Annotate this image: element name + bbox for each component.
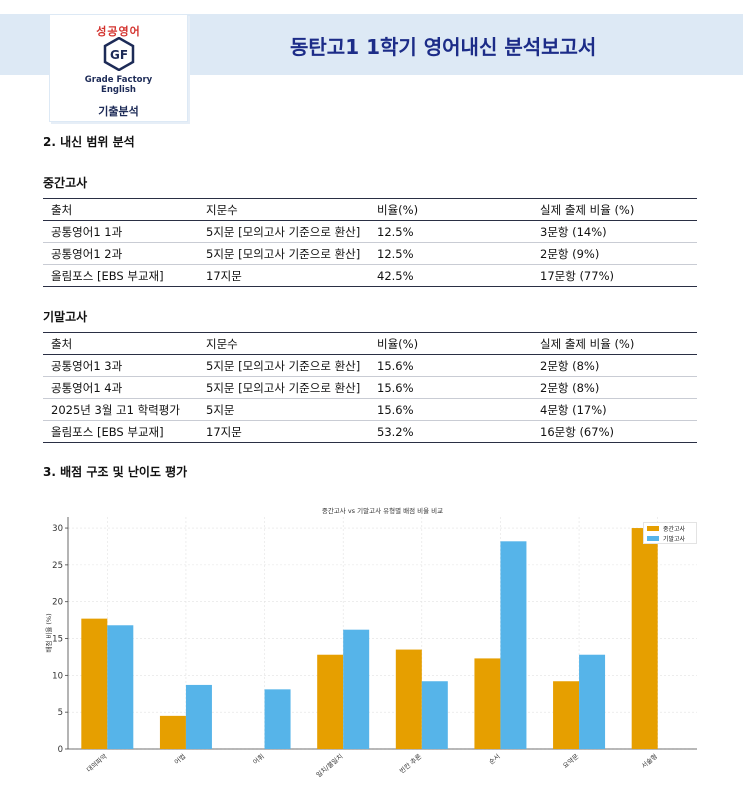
column-header: 비율(%) bbox=[369, 332, 532, 355]
bar bbox=[631, 528, 658, 749]
table-cell: 42.5% bbox=[369, 264, 532, 287]
legend-swatch bbox=[647, 535, 659, 541]
column-header: 출처 bbox=[43, 332, 198, 355]
table-cell: 올림포스 [EBS 부교재] bbox=[43, 420, 198, 443]
section3-heading: 3. 배점 구조 및 난이도 평가 bbox=[43, 465, 188, 479]
svg-text:GF: GF bbox=[110, 48, 128, 62]
table-cell: 공통영어1 3과 bbox=[43, 354, 198, 377]
table-cell: 공통영어1 1과 bbox=[43, 220, 198, 243]
document-title: 동탄고1 1학기 영어내신 분석보고서 bbox=[290, 35, 597, 59]
bar bbox=[553, 681, 580, 749]
x-tick-label: 대의파악 bbox=[84, 752, 108, 774]
bar bbox=[159, 715, 186, 749]
y-tick-label: 5 bbox=[58, 708, 63, 718]
table-cell: 5지문 [모의고사 기준으로 환산] bbox=[198, 354, 369, 377]
y-tick-label: 20 bbox=[52, 598, 63, 608]
table-cell: 2문항 (9%) bbox=[532, 242, 697, 265]
table-cell: 16문항 (67%) bbox=[532, 420, 697, 443]
bar bbox=[343, 629, 370, 749]
table-cell: 5지문 [모의고사 기준으로 환산] bbox=[198, 242, 369, 265]
x-tick-label: 순서 bbox=[487, 752, 502, 767]
logo-hexagon-icon: GF bbox=[103, 37, 135, 71]
legend-swatch bbox=[647, 525, 659, 531]
logo-english-line1: Grade Factory bbox=[84, 75, 153, 85]
table-cell: 올림포스 [EBS 부교재] bbox=[43, 264, 198, 287]
table-row: 올림포스 [EBS 부교재] 17지문 53.2% 16문항 (67%) bbox=[43, 420, 697, 443]
y-tick-label: 25 bbox=[52, 561, 63, 571]
table-cell: 15.6% bbox=[369, 398, 532, 421]
midterm-heading: 중간고사 bbox=[43, 176, 88, 190]
table-row: 공통영어1 2과 5지문 [모의고사 기준으로 환산] 12.5% 2문항 (9… bbox=[43, 242, 697, 265]
x-tick-label: 빈칸 추론 bbox=[397, 752, 423, 776]
table-row: 공통영어1 3과 5지문 [모의고사 기준으로 환산] 15.6% 2문항 (8… bbox=[43, 354, 697, 377]
table-cell: 2문항 (8%) bbox=[532, 376, 697, 399]
column-header: 지문수 bbox=[198, 198, 369, 221]
x-tick-label: 일치/불일치 bbox=[314, 752, 344, 780]
legend-item: 기말고사 bbox=[644, 533, 696, 543]
bar bbox=[81, 618, 108, 749]
table-cell: 2문항 (8%) bbox=[532, 354, 697, 377]
bar bbox=[185, 684, 212, 749]
section2-heading: 2. 내신 범위 분석 bbox=[43, 135, 135, 149]
x-tick-label: 요약문 bbox=[561, 752, 581, 770]
bar bbox=[500, 541, 527, 749]
table-cell: 15.6% bbox=[369, 376, 532, 399]
table-cell: 5지문 bbox=[198, 398, 369, 421]
table-cell: 17지문 bbox=[198, 264, 369, 287]
table-cell: 공통영어1 4과 bbox=[43, 376, 198, 399]
logo-subtitle: 기출분석 bbox=[98, 105, 139, 118]
column-header: 실제 출제 비율 (%) bbox=[532, 198, 697, 221]
bar bbox=[395, 649, 422, 749]
chart-legend: 중간고사 기말고사 bbox=[643, 522, 697, 544]
table-cell: 17지문 bbox=[198, 420, 369, 443]
table-cell: 3문항 (14%) bbox=[532, 220, 697, 243]
y-tick-label: 0 bbox=[58, 745, 63, 755]
table-cell: 4문항 (17%) bbox=[532, 398, 697, 421]
table-cell: 12.5% bbox=[369, 220, 532, 243]
table-row: 공통영어1 1과 5지문 [모의고사 기준으로 환산] 12.5% 3문항 (1… bbox=[43, 220, 697, 243]
table-cell: 5지문 [모의고사 기준으로 환산] bbox=[198, 220, 369, 243]
legend-label: 기말고사 bbox=[663, 535, 686, 543]
table-header-row: 출처 지문수 비율(%) 실제 출제 비율 (%) bbox=[43, 332, 697, 355]
logo-english-line2: English bbox=[101, 85, 136, 95]
y-tick-label: 10 bbox=[52, 671, 63, 681]
y-axis-label: 배점 비율 (%) bbox=[44, 613, 53, 652]
chart-svg: 0 5 10 15 20 25 30 대의파악 어법 어휘 일치/불일치 빈칸 추론 순서 요약문 서술형 중… bbox=[44, 506, 697, 780]
bar bbox=[474, 658, 501, 749]
midterm-table: 출처 지문수 비율(%) 실제 출제 비율 (%) 공통영어1 1과 5지문 [… bbox=[43, 198, 697, 287]
x-tick-label: 어법 bbox=[172, 752, 187, 767]
logo: 성공영어 GF Grade Factory English 기출분석 bbox=[49, 14, 188, 122]
legend-label: 중간고사 bbox=[663, 525, 686, 533]
table-row: 공통영어1 4과 5지문 [모의고사 기준으로 환산] 15.6% 2문항 (8… bbox=[43, 376, 697, 399]
y-tick-label: 30 bbox=[52, 524, 63, 534]
column-header: 지문수 bbox=[198, 332, 369, 355]
column-header: 실제 출제 비율 (%) bbox=[532, 332, 697, 355]
column-header: 비율(%) bbox=[369, 198, 532, 221]
table-row: 올림포스 [EBS 부교재] 17지문 42.5% 17문항 (77%) bbox=[43, 264, 697, 287]
legend-item: 중간고사 bbox=[644, 523, 696, 533]
bar bbox=[107, 625, 134, 749]
table-cell: 53.2% bbox=[369, 420, 532, 443]
table-cell: 12.5% bbox=[369, 242, 532, 265]
table-cell: 공통영어1 2과 bbox=[43, 242, 198, 265]
bar-chart: 0 5 10 15 20 25 30 대의파악 어법 어휘 일치/불일치 빈칸 추론 순서 요약문 서술형 중… bbox=[0, 500, 743, 787]
bar bbox=[579, 654, 606, 749]
x-tick-label: 어휘 bbox=[251, 752, 266, 767]
table-cell: 17문항 (77%) bbox=[532, 264, 697, 287]
y-tick-label: 15 bbox=[52, 635, 63, 645]
chart-title: 중간고사 vs 기말고사 유형별 배점 비율 비교 bbox=[322, 506, 443, 515]
logo-korean-text: 성공영어 bbox=[96, 25, 141, 38]
x-tick-label: 서술형 bbox=[639, 752, 659, 770]
bar bbox=[264, 689, 291, 749]
table-cell: 5지문 [모의고사 기준으로 환산] bbox=[198, 376, 369, 399]
table-row: 2025년 3월 고1 학력평가 5지문 15.6% 4문항 (17%) bbox=[43, 398, 697, 421]
column-header: 출처 bbox=[43, 198, 198, 221]
table-cell: 15.6% bbox=[369, 354, 532, 377]
table-cell: 2025년 3월 고1 학력평가 bbox=[43, 398, 198, 421]
bar bbox=[317, 654, 344, 749]
bar bbox=[421, 681, 448, 749]
table-header-row: 출처 지문수 비율(%) 실제 출제 비율 (%) bbox=[43, 198, 697, 221]
final-heading: 기말고사 bbox=[43, 310, 88, 324]
final-table: 출처 지문수 비율(%) 실제 출제 비율 (%) 공통영어1 3과 5지문 [… bbox=[43, 332, 697, 443]
